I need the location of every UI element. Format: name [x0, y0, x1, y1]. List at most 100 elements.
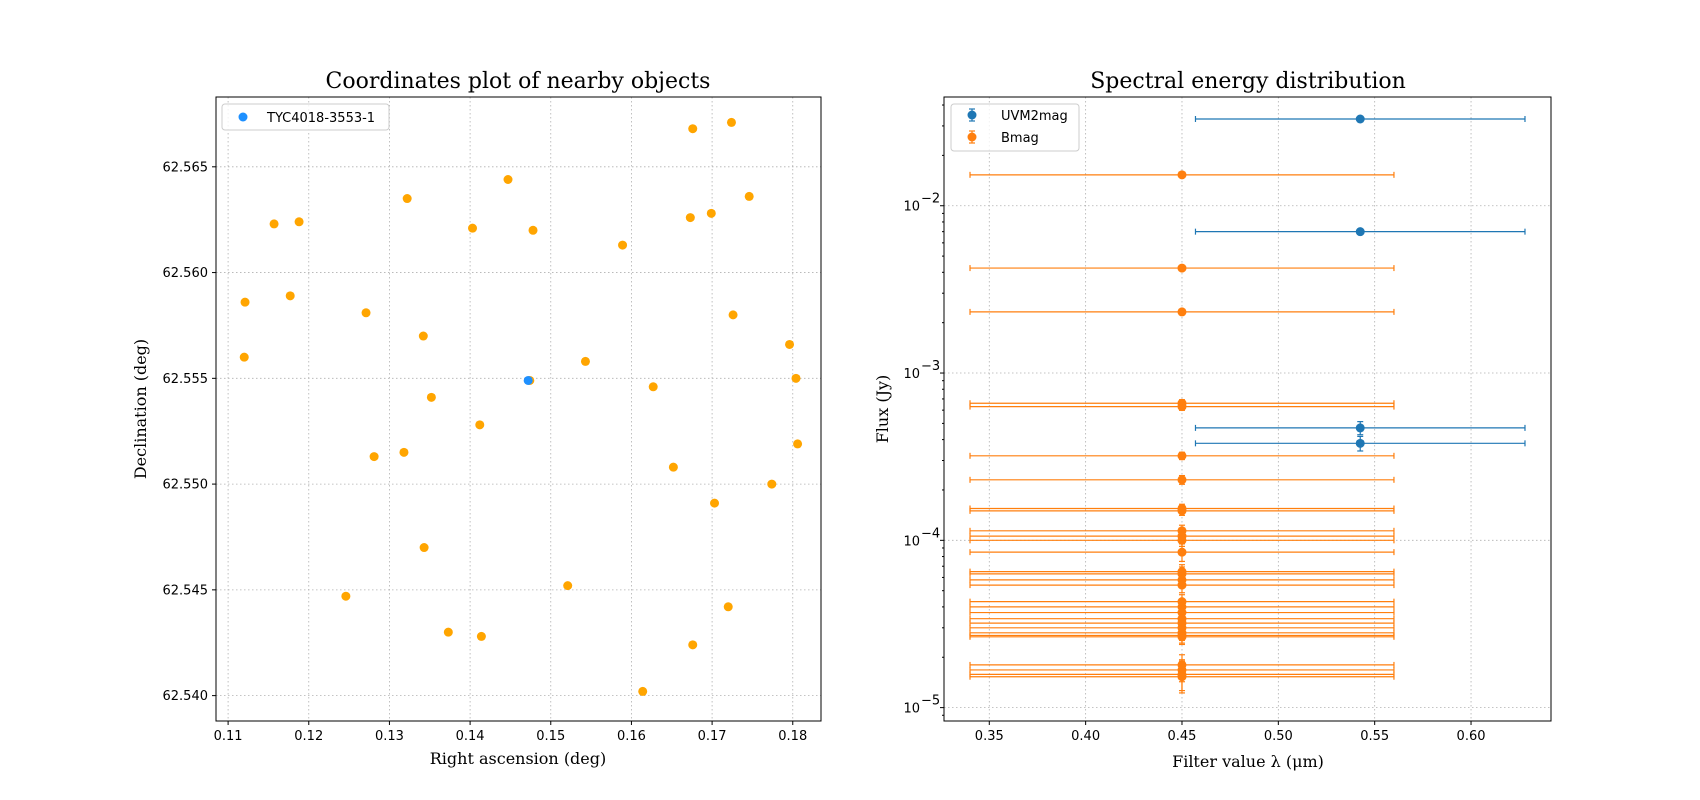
- nearby-object-point: [744, 191, 754, 201]
- coordinates-plot-frame: [215, 96, 822, 722]
- tick-label-y: 10: [903, 702, 920, 717]
- flux-point: [1355, 423, 1365, 433]
- tick-label-x: 0.17: [698, 729, 727, 744]
- target-star-point: [523, 375, 533, 385]
- tick-label-y-exponent: −3: [921, 359, 940, 374]
- flux-point: [1177, 170, 1187, 180]
- bmag-errorbar: [969, 662, 1395, 694]
- flux-point: [1355, 227, 1365, 237]
- sed-plot-xlabel: Filter value λ (μm): [1172, 752, 1324, 771]
- tick-label-y: 62.565: [163, 160, 209, 175]
- uvm2mag-errorbar: [1194, 227, 1526, 237]
- tick-label-x: 0.12: [294, 729, 323, 744]
- nearby-object-point: [503, 174, 513, 184]
- tick-label-x: 0.15: [536, 729, 565, 744]
- tick-label-y-exponent: −2: [921, 192, 940, 207]
- nearby-object-point: [728, 310, 738, 320]
- nearby-object-point: [580, 356, 590, 366]
- nearby-object-point: [341, 591, 351, 601]
- nearby-object-point: [476, 631, 486, 641]
- legend-marker-bmag: [967, 130, 977, 144]
- tick-label-x: 0.11: [214, 729, 243, 744]
- bmag-errorbar: [969, 170, 1395, 180]
- legend-marker-uvm2: [967, 108, 977, 122]
- nearby-object-point: [443, 627, 453, 637]
- flux-point: [1177, 451, 1187, 461]
- tick-label-y: 62.540: [163, 689, 209, 704]
- flux-point: [1177, 632, 1187, 642]
- tick-label-x: 0.18: [778, 729, 807, 744]
- nearby-object-point: [285, 291, 295, 301]
- nearby-object-point: [793, 439, 803, 449]
- nearby-object-point: [528, 225, 538, 235]
- tick-label-x: 0.14: [456, 729, 485, 744]
- uvm2mag-errorbar: [1194, 435, 1526, 452]
- legend-box: [950, 103, 1080, 152]
- legend-box: [221, 103, 390, 131]
- sed-plot-ylabel: Flux (Jy): [873, 375, 892, 444]
- nearby-object-point: [648, 382, 658, 392]
- nearby-object-point: [668, 462, 678, 472]
- tick-label-x: 0.35: [975, 729, 1004, 744]
- coordinates-plot-points: [239, 117, 803, 696]
- nearby-object-point: [361, 308, 371, 318]
- nearby-object-point: [419, 543, 429, 553]
- legend-point: [967, 132, 977, 142]
- nearby-object-point: [399, 447, 409, 457]
- tick-label-y: 62.550: [163, 478, 209, 493]
- legend-label-bmag: Bmag: [1001, 131, 1039, 146]
- nearby-object-point: [638, 686, 648, 696]
- tick-label-x: 0.60: [1457, 729, 1486, 744]
- bmag-errorbar: [969, 506, 1395, 516]
- nearby-object-point: [418, 331, 428, 341]
- legend-label-target: TYC4018-3553-1: [266, 111, 375, 126]
- tick-label-x: 0.16: [617, 729, 646, 744]
- nearby-object-point: [369, 452, 379, 462]
- bmag-errorbar: [969, 307, 1395, 317]
- tick-label-x: 0.40: [1071, 729, 1100, 744]
- flux-point: [1177, 547, 1187, 557]
- nearby-object-point: [688, 640, 698, 650]
- tick-label-y: 10: [903, 367, 920, 382]
- nearby-object-point: [618, 240, 628, 250]
- tick-label-y-exponent: −5: [921, 694, 940, 709]
- tick-label-y: 62.555: [163, 372, 209, 387]
- tick-label-y: 10: [903, 534, 920, 549]
- nearby-object-point: [402, 194, 412, 204]
- flux-point: [1177, 535, 1187, 545]
- flux-point: [1177, 402, 1187, 412]
- coordinates-plot: Coordinates plot of nearby objects 0.11 0…: [131, 69, 822, 768]
- bmag-errorbar: [969, 577, 1395, 594]
- tick-label-y: 10: [903, 200, 920, 215]
- uvm2mag-errorbar: [1194, 421, 1526, 436]
- bmag-errorbar: [969, 534, 1395, 547]
- bmag-errorbar: [969, 402, 1395, 412]
- nearby-object-point: [475, 420, 485, 430]
- flux-point: [1177, 506, 1187, 516]
- nearby-object-point: [767, 479, 777, 489]
- tick-label-x: 0.13: [375, 729, 404, 744]
- tick-label-x: 0.45: [1168, 729, 1197, 744]
- bmag-errorbar: [969, 451, 1395, 461]
- sed-plot-legend: UVM2mag Bmag: [950, 103, 1080, 152]
- bmag-errorbar: [969, 474, 1395, 485]
- coordinates-plot-xlabel: Right ascension (deg): [430, 749, 607, 768]
- sed-plot-frame: [943, 96, 1552, 722]
- tick-label-y-exponent: −4: [921, 526, 940, 541]
- flux-point: [1177, 263, 1187, 273]
- coordinates-plot-legend: TYC4018-3553-1: [221, 103, 390, 131]
- nearby-object-point: [426, 392, 436, 402]
- nearby-object-point: [688, 124, 698, 134]
- bmag-errorbar: [969, 629, 1395, 646]
- legend-label-uvm2: UVM2mag: [1001, 109, 1068, 124]
- uvm2mag-errorbar: [1194, 114, 1526, 124]
- nearby-object-point: [726, 117, 736, 127]
- tick-label-x: 0.50: [1264, 729, 1293, 744]
- nearby-object-point: [723, 602, 733, 612]
- nearby-object-point: [468, 223, 478, 233]
- sed-plot-title: Spectral energy distribution: [1090, 69, 1406, 94]
- nearby-object-point: [706, 208, 716, 218]
- nearby-object-point: [269, 219, 279, 229]
